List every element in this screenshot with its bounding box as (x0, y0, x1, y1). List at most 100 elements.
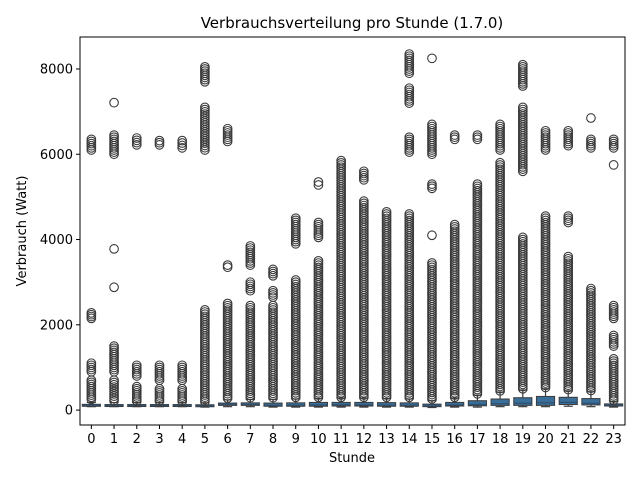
box-group-15 (422, 53, 442, 409)
outlier-point (404, 209, 415, 219)
box-group-21 (558, 125, 578, 407)
box-17 (467, 400, 487, 407)
outlier-point (449, 219, 460, 230)
outliers-8 (268, 264, 278, 403)
outlier-point (290, 213, 301, 224)
x-tick-label: 4 (178, 432, 186, 447)
outliers-4 (177, 135, 188, 406)
outlier-point (495, 119, 505, 130)
x-tick-label: 23 (605, 432, 622, 447)
x-tick-label: 16 (446, 432, 463, 447)
outlier-point (109, 130, 119, 140)
x-tick-label: 17 (469, 432, 486, 447)
x-tick-label: 19 (515, 432, 532, 447)
x-tick-label: 14 (401, 432, 418, 447)
x-tick-label: 11 (333, 432, 350, 447)
box-group-8 (263, 264, 283, 408)
outlier-point (517, 59, 528, 70)
outliers-19 (517, 59, 528, 394)
outlier-point (472, 132, 483, 143)
outlier-point (109, 377, 119, 388)
x-tick-label: 21 (560, 432, 577, 447)
outlier-point (154, 135, 165, 146)
box-group-0 (81, 134, 101, 408)
outlier-point (313, 255, 324, 266)
outliers-5 (200, 61, 210, 407)
outlier-point (586, 113, 596, 123)
box-group-1 (104, 97, 124, 408)
outlier-point (540, 125, 551, 136)
outliers-9 (290, 213, 301, 403)
x-tick-label: 7 (246, 432, 254, 447)
outlier-point (131, 360, 142, 371)
outlier-point (177, 135, 188, 146)
outlier-point (313, 177, 324, 187)
outlier-point (177, 360, 188, 371)
outlier-point (200, 109, 210, 119)
outlier-point (608, 160, 619, 170)
outlier-point (336, 155, 346, 166)
outlier-point (608, 300, 619, 311)
outlier-point (608, 330, 619, 341)
outliers-11 (336, 155, 346, 403)
box-19 (513, 397, 533, 406)
x-tick-label: 9 (292, 432, 300, 447)
box-group-3 (149, 135, 170, 408)
outlier-point (563, 251, 574, 262)
box-12 (354, 401, 374, 407)
outliers-0 (86, 134, 97, 405)
box-group-6 (218, 123, 238, 408)
outlier-point (563, 125, 574, 136)
x-tick-label: 10 (310, 432, 327, 447)
outlier-point (109, 282, 119, 293)
x-tick-label: 22 (583, 432, 600, 447)
x-tick-label: 18 (492, 432, 509, 447)
x-tick-label: 12 (356, 432, 373, 447)
outlier-point (586, 134, 596, 145)
x-tick-label: 0 (87, 432, 95, 447)
x-tick-label: 6 (223, 432, 231, 447)
box-group-10 (308, 177, 329, 408)
x-tick-label: 2 (133, 432, 141, 447)
outlier-point (472, 130, 483, 140)
x-tick-label: 5 (201, 432, 209, 447)
outlier-point (109, 379, 119, 390)
box-group-2 (127, 133, 147, 408)
outlier-point (177, 143, 188, 153)
box-group-23 (604, 134, 624, 408)
outlier-point (131, 135, 142, 146)
y-axis-title: Verbrauch (Watt) (15, 176, 30, 287)
outlier-point (449, 130, 460, 140)
outlier-point (200, 61, 210, 72)
box-13 (376, 402, 397, 407)
box-22 (581, 398, 601, 406)
outliers-23 (608, 134, 619, 406)
y-tick-label: 8000 (40, 62, 73, 77)
outlier-point (222, 262, 233, 273)
box-group-9 (286, 213, 306, 408)
outlier-point (131, 140, 142, 150)
outlier-point (177, 140, 188, 151)
outlier-point (540, 211, 551, 221)
x-tick-label: 15 (424, 432, 441, 447)
outliers-14 (404, 49, 415, 403)
outliers-10 (313, 177, 324, 403)
box-group-14 (399, 49, 419, 408)
y-tick-label: 6000 (40, 148, 73, 163)
outlier-point (381, 206, 392, 217)
outlier-point (427, 53, 437, 64)
y-tick-label: 2000 (40, 318, 73, 333)
outlier-point (200, 305, 210, 315)
outlier-point (517, 232, 528, 243)
outlier-point (109, 97, 119, 108)
outliers-20 (540, 125, 551, 393)
outlier-point (359, 196, 369, 207)
outliers-22 (586, 113, 596, 396)
box-18 (490, 398, 510, 406)
outlier-point (109, 382, 119, 392)
outlier-point (222, 298, 233, 309)
outlier-point (404, 49, 415, 59)
chart-title: Verbrauchsverteilung pro Stunde (1.7.0) (201, 14, 504, 32)
outlier-point (154, 137, 165, 148)
